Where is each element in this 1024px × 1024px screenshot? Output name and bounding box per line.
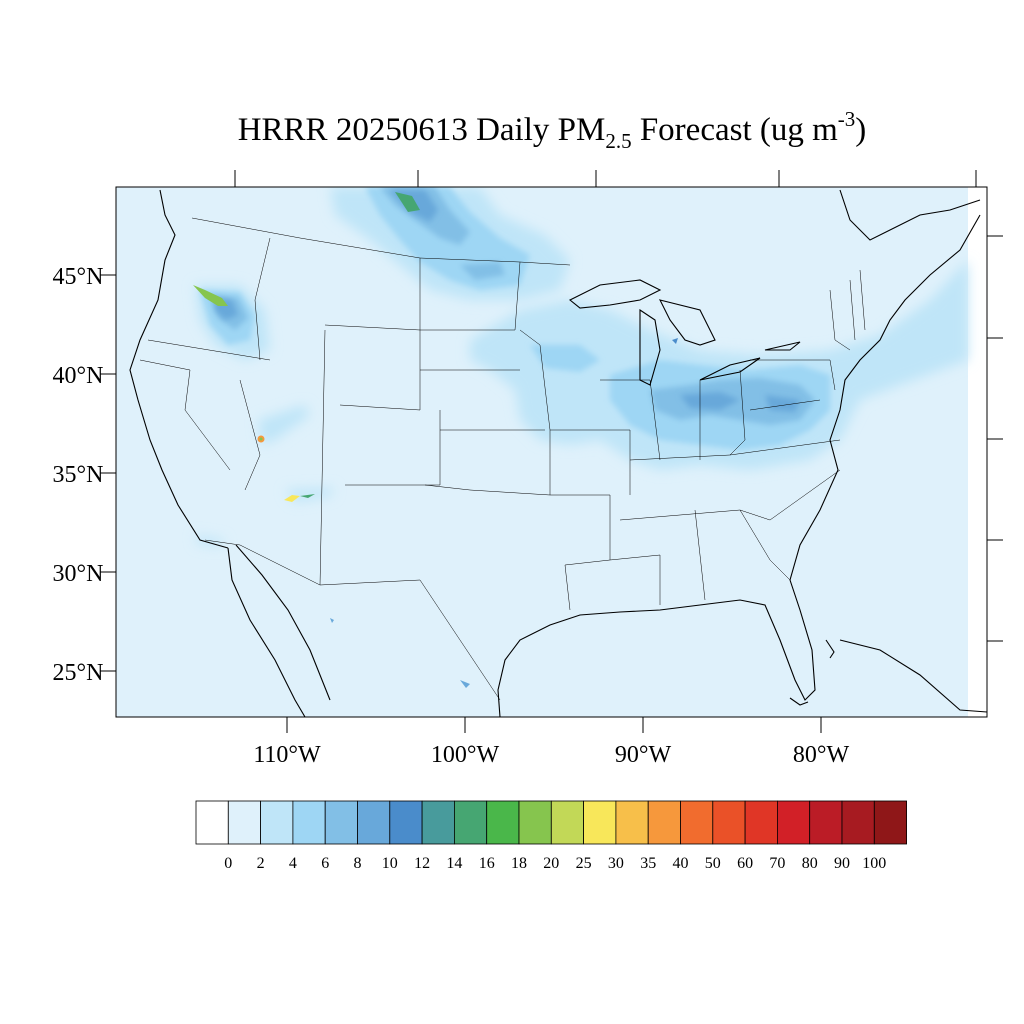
pm25-field [193, 187, 968, 688]
map-background-east-edge [968, 187, 987, 717]
colorbar-swatch [647, 800, 681, 845]
pm25-plume-cores [193, 192, 678, 688]
lon-label-110: 110°W [253, 742, 321, 768]
colorbar-swatch [680, 800, 714, 845]
title-superscript: -3 [837, 107, 856, 131]
colorbar-label: 10 [382, 855, 398, 872]
colorbar-swatch [260, 800, 294, 845]
colorbar-swatch [809, 800, 843, 845]
colorbar-swatch [486, 800, 520, 845]
colorbar-label: 70 [769, 855, 785, 872]
colorbar-swatch [615, 800, 649, 845]
colorbar-label: 20 [543, 855, 559, 872]
colorbar-swatch [550, 800, 584, 845]
coastlines [129, 189, 987, 717]
colorbar-swatch [712, 800, 746, 845]
left-ticks [100, 274, 116, 672]
colorbar-label: 0 [224, 855, 232, 872]
colorbar-swatch [324, 800, 358, 845]
colorbar-label: 100 [862, 855, 886, 872]
map-frame [115, 186, 988, 718]
colorbar-swatch [389, 800, 423, 845]
title-middle: Forecast (ug m [631, 112, 838, 148]
colorbar-label: 60 [737, 855, 753, 872]
colorbar-swatch [744, 800, 778, 845]
colorbar-label: 90 [834, 855, 850, 872]
colorbar-swatch [292, 800, 326, 845]
colorbar-label: 8 [354, 855, 362, 872]
title-prefix: HRRR 20250613 Daily PM [237, 112, 606, 148]
lon-label-80: 80°W [793, 742, 850, 768]
colorbar-label: 30 [608, 855, 624, 872]
lat-label-30: 30°N [53, 561, 104, 587]
colorbar: 0 2 4 6 8 10 12 14 16 18 20 25 30 35 40 50 60 70 80 90 100 [195, 800, 907, 872]
colorbar-label: 18 [511, 855, 527, 872]
colorbar-label: 6 [321, 855, 329, 872]
lat-label-45: 45°N [53, 264, 104, 290]
bottom-ticks [286, 717, 822, 733]
colorbar-label: 14 [446, 855, 462, 872]
lon-label-100: 100°W [431, 742, 500, 768]
top-ticks [234, 170, 977, 187]
colorbar-swatch [777, 800, 811, 845]
colorbar-swatch [357, 800, 391, 845]
title-subscript: 2.5 [605, 129, 632, 153]
colorbar-swatch [453, 800, 488, 845]
colorbar-swatch [583, 800, 617, 845]
colorbar-label: 12 [414, 855, 430, 872]
right-ticks [987, 235, 1003, 642]
colorbar-swatch [227, 800, 262, 845]
colorbar-label: 2 [257, 855, 265, 872]
colorbar-label: 35 [640, 855, 656, 872]
title-suffix: ) [855, 112, 867, 148]
lat-label-25: 25°N [53, 660, 104, 686]
lat-label-40: 40°N [53, 363, 104, 389]
colorbar-label: 80 [802, 855, 818, 872]
map-title: HRRR 20250613 Daily PM2.5 Forecast (ug m… [0, 109, 1024, 152]
colorbar-label: 16 [479, 855, 495, 872]
colorbar-label: 40 [673, 855, 689, 872]
colorbar-label: 25 [576, 855, 592, 872]
colorbar-swatch [518, 800, 552, 845]
colorbar-swatch [195, 800, 229, 845]
colorbar-swatch [421, 800, 455, 845]
colorbar-swatch [873, 800, 907, 845]
colorbar-label: 4 [289, 855, 297, 872]
colorbar-swatch [841, 800, 875, 845]
lat-label-35: 35°N [53, 462, 104, 488]
lon-label-90: 90°W [615, 742, 672, 768]
state-borders [139, 217, 866, 701]
colorbar-label: 50 [705, 855, 721, 872]
